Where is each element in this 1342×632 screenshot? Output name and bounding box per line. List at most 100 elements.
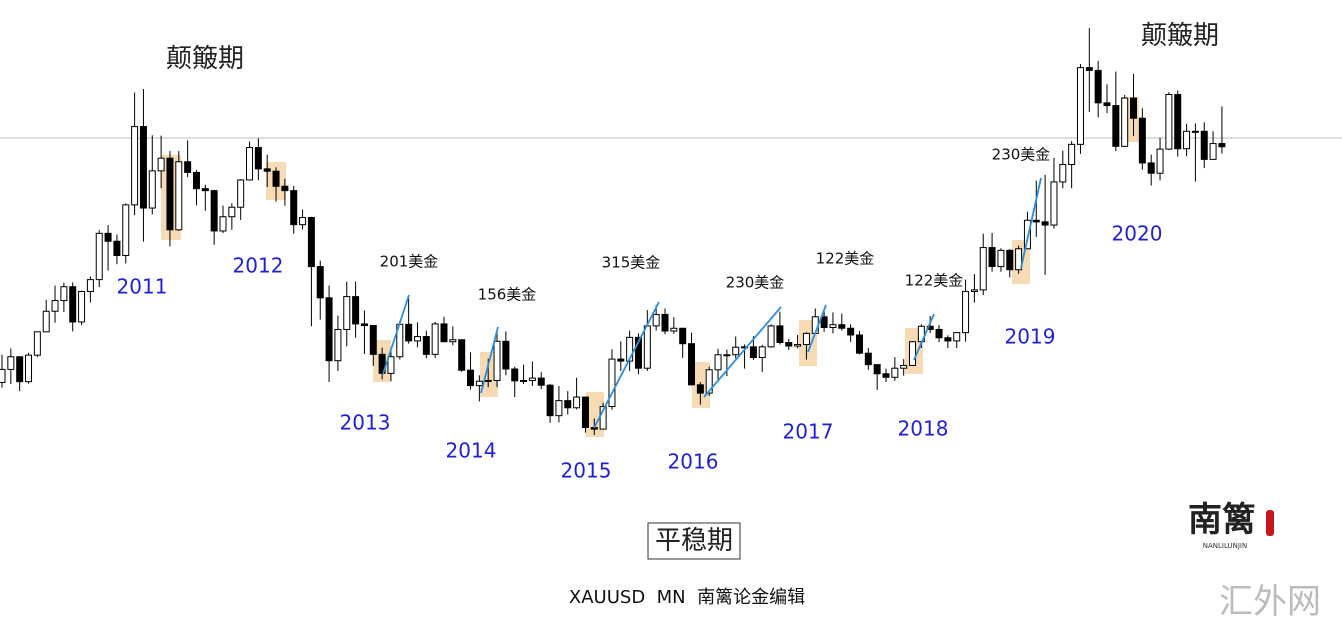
candle-body	[484, 379, 492, 382]
year-label: 2012	[233, 254, 284, 278]
candle-body	[953, 332, 961, 342]
candle-body	[864, 352, 872, 366]
candle-body	[1094, 69, 1102, 104]
move-label: 156美金	[478, 286, 537, 304]
candle-body	[166, 157, 174, 231]
candle-body	[785, 341, 793, 347]
candle-body	[0, 368, 6, 383]
move-label: 315美金	[602, 254, 661, 272]
candle-body	[829, 324, 837, 328]
candle-body	[802, 332, 810, 345]
candle-body	[104, 232, 112, 242]
candle-body	[626, 336, 634, 362]
candle-body	[1218, 143, 1226, 148]
candle-body	[723, 354, 731, 357]
candle-body	[228, 206, 236, 218]
candle-body	[493, 340, 501, 381]
candle-body	[51, 300, 59, 312]
candle-body	[325, 297, 333, 362]
candle-body	[608, 358, 616, 408]
candle-body	[749, 346, 757, 359]
trend-line	[382, 294, 410, 375]
candle-body	[555, 400, 563, 417]
logo-seal	[1266, 510, 1274, 536]
candle-body	[281, 185, 289, 192]
candle-body	[440, 323, 448, 343]
candle-body	[935, 328, 943, 339]
candle-body	[360, 323, 368, 326]
candle-body	[184, 161, 192, 173]
candle-body	[16, 356, 24, 383]
candle-body	[148, 170, 156, 209]
candle-body	[1076, 67, 1084, 145]
candle-body	[528, 377, 536, 381]
candle-body	[564, 400, 572, 409]
move-label: 230美金	[726, 274, 785, 292]
move-label: 230美金	[992, 146, 1051, 164]
candle-body	[502, 340, 510, 370]
candle-body	[431, 323, 439, 355]
candle-body	[299, 217, 307, 226]
candle-body	[962, 290, 970, 334]
candle-body	[1165, 94, 1173, 150]
candle-body	[511, 368, 519, 382]
trend-lines	[382, 177, 1042, 429]
candle-body	[475, 380, 483, 387]
trend-line	[1020, 177, 1042, 269]
candle-body	[352, 296, 360, 325]
candles	[0, 28, 1226, 436]
candle-body	[307, 217, 315, 268]
candle-body	[86, 279, 94, 292]
trend-line	[480, 326, 499, 394]
candle-body	[776, 325, 784, 343]
candle-body	[1112, 105, 1120, 147]
candle-body	[334, 328, 342, 362]
candle-body	[847, 327, 855, 336]
candle-body	[634, 336, 642, 369]
candle-body	[201, 188, 209, 192]
candle-body	[422, 336, 430, 355]
candle-body	[1015, 248, 1023, 271]
candle-body	[157, 157, 165, 172]
candle-body	[7, 356, 15, 370]
candle-body	[661, 313, 669, 332]
highlight	[586, 392, 604, 437]
candle-body	[272, 170, 280, 187]
phase-label: 平稳期	[655, 526, 733, 556]
candle-body	[688, 343, 696, 386]
candle-body	[33, 331, 41, 356]
candle-body	[1006, 249, 1014, 271]
trend-line	[593, 301, 660, 429]
candle-body	[979, 247, 987, 291]
candle-body	[988, 247, 996, 268]
candle-body	[387, 356, 395, 374]
candle-body	[219, 216, 227, 232]
candle-body	[581, 396, 589, 429]
candle-body	[1103, 102, 1111, 107]
candle-body	[537, 377, 545, 386]
candle-body	[343, 296, 351, 330]
candle-body	[882, 373, 890, 378]
candle-body	[1068, 143, 1076, 166]
phase-label: 颠簸期	[1141, 21, 1219, 51]
candle-body	[670, 327, 678, 332]
candle-body	[1156, 148, 1164, 174]
candle-body	[705, 369, 713, 394]
candle-body	[997, 249, 1005, 268]
candle-body	[944, 337, 952, 342]
candle-body	[290, 190, 298, 226]
year-label: 2017	[783, 420, 834, 444]
trend-line	[913, 313, 935, 361]
candle-body	[1174, 94, 1182, 150]
candle-body	[520, 379, 528, 382]
candle-body	[546, 384, 554, 417]
candle-body	[1209, 143, 1217, 160]
candle-body	[467, 369, 475, 387]
candle-body	[1085, 67, 1093, 71]
candle-body	[1183, 130, 1191, 150]
candle-body	[1200, 130, 1208, 160]
candle-body	[767, 325, 775, 348]
candle-body	[369, 324, 377, 355]
candle-body	[316, 266, 324, 299]
